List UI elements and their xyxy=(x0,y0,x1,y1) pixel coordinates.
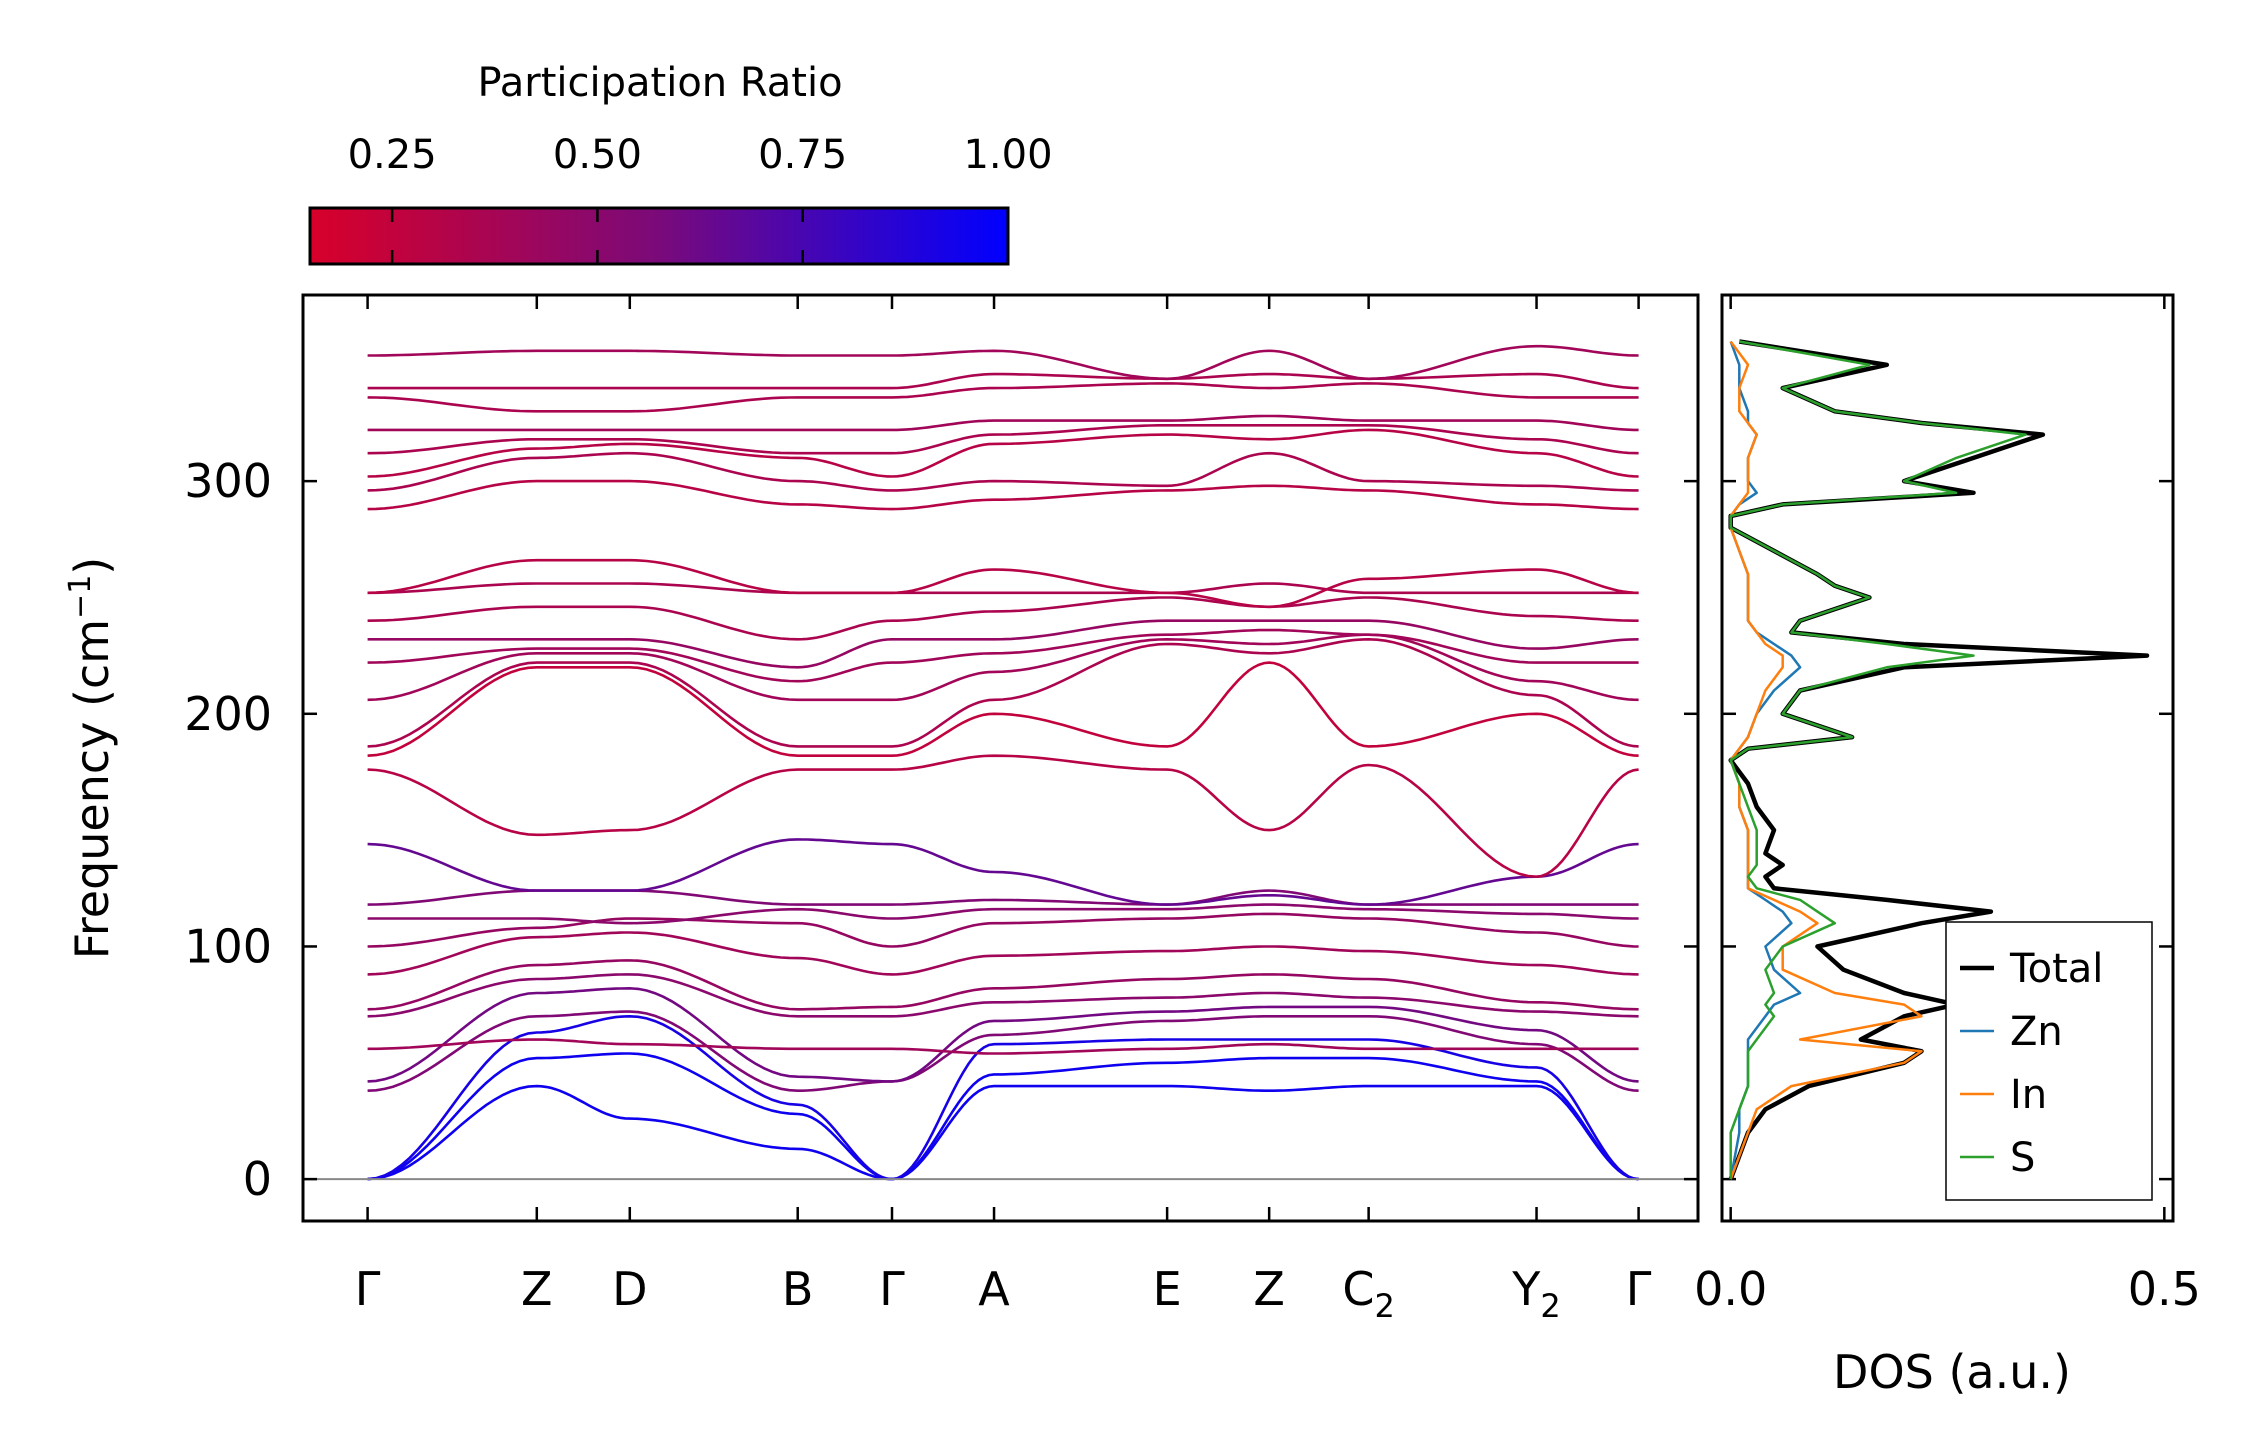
band-line-b18 xyxy=(367,628,1639,683)
kpoint-label: B xyxy=(782,1262,814,1316)
dos-tick-label: 0.0 xyxy=(1694,1262,1767,1316)
legend-label-zn: Zn xyxy=(2010,1009,2063,1055)
legend: Total Zn In S xyxy=(1945,921,2153,1201)
y-axis-label-end: ) xyxy=(65,557,119,575)
dos-curve-s xyxy=(1729,340,2027,1180)
band-line-b9 xyxy=(367,931,1639,976)
band-line-b3 xyxy=(367,1014,1639,1181)
y-axis-label-main: Frequency (cm xyxy=(65,619,119,959)
band-line-b8 xyxy=(367,959,1639,1011)
kpoint-label: Z xyxy=(1253,1262,1285,1316)
band-line-b29 xyxy=(367,372,1639,390)
frequency-tick-label: 200 xyxy=(184,687,272,741)
band-line-b15 xyxy=(367,661,1639,757)
band-line-b5 xyxy=(367,986,1639,1083)
kpoint-label: C2 xyxy=(1342,1262,1394,1325)
dos-curve-in xyxy=(1729,340,1923,1180)
colorbar-gradient xyxy=(308,206,1010,266)
band-line-b17 xyxy=(367,633,1639,702)
colorbar-tick-label: 0.25 xyxy=(348,132,437,178)
band-line-b4 xyxy=(367,1010,1639,1092)
dos-plot-frame xyxy=(1720,293,2175,1223)
band-line-b27 xyxy=(367,414,1639,432)
colorbar-ticks: 0.25 0.50 0.75 1.00 xyxy=(348,132,1053,264)
kpoint-label: Z xyxy=(521,1262,553,1316)
kpoint-label-subscript: 2 xyxy=(1540,1287,1560,1325)
band-structure-panel: Γ Z D B Γ A E Z C2 Y2 Γ 0 100 200 300 Frequency (cm−1… xyxy=(63,293,2173,1325)
band-line-b30 xyxy=(367,344,1639,381)
kpoint-label-subscript: 2 xyxy=(1375,1287,1395,1325)
dos-tick-label: 0.5 xyxy=(2128,1262,2201,1316)
kpoint-label: A xyxy=(978,1262,1010,1316)
frequency-ticks: 0 100 200 300 xyxy=(184,454,2173,1206)
band-line-b24 xyxy=(367,451,1639,492)
band-line-b19 xyxy=(367,619,1639,669)
band-line-b11 xyxy=(367,903,1639,925)
kpoint-label: Y2 xyxy=(1511,1262,1560,1325)
legend-label-in: In xyxy=(2010,1072,2047,1118)
band-line-b22 xyxy=(367,558,1639,609)
band-line-b20 xyxy=(367,596,1639,641)
kpoint-label: Γ xyxy=(1626,1262,1652,1316)
frequency-tick-label: 0 xyxy=(243,1152,272,1206)
band-line-b23 xyxy=(367,479,1639,511)
band-line-b6 xyxy=(367,1038,1639,1055)
legend-label-s: S xyxy=(2010,1135,2035,1181)
dos-curve-zn xyxy=(1729,341,1802,1180)
band-line-b13 xyxy=(367,838,1639,906)
frequency-tick-label: 300 xyxy=(184,454,272,508)
colorbar-title: Participation Ratio xyxy=(477,60,842,106)
band-line-b2 xyxy=(367,1052,1639,1181)
dos-x-axis-label: DOS (a.u.) xyxy=(1833,1345,2071,1399)
band-line-b21 xyxy=(367,582,1639,595)
legend-entries: Total Zn In S xyxy=(1960,946,2103,1181)
band-line-b14 xyxy=(367,754,1639,879)
kpoint-label: D xyxy=(612,1262,647,1316)
kpoint-label: E xyxy=(1153,1262,1182,1316)
colorbar-tick-label: 0.75 xyxy=(758,132,847,178)
band-line-b16 xyxy=(367,637,1639,748)
band-line-b28 xyxy=(367,382,1639,413)
y-axis-label: Frequency (cm−1) xyxy=(63,557,119,960)
band-line-b26 xyxy=(367,424,1639,455)
band-plot-frame xyxy=(301,293,1700,1223)
band-line-b1 xyxy=(367,1084,1639,1181)
frequency-tick-label: 100 xyxy=(184,919,272,973)
kpoint-label: Γ xyxy=(355,1262,381,1316)
colorbar: Participation Ratio 0.25 0.50 0.75 1.00 xyxy=(308,60,1053,266)
y-axis-label-sup: −1 xyxy=(63,575,98,619)
band-line-b7 xyxy=(367,973,1639,1018)
band-line-b25 xyxy=(367,428,1639,478)
kpoint-ticks: Γ Z D B Γ A E Z C2 Y2 Γ xyxy=(355,295,1652,1325)
dos-ticks: 0.0 0.5 xyxy=(1694,295,2201,1316)
colorbar-tick-label: 0.50 xyxy=(553,132,642,178)
kpoint-label: Γ xyxy=(879,1262,905,1316)
colorbar-tick-label: 1.00 xyxy=(963,132,1052,178)
dos-panel: 0.0 0.5 DOS (a.u.) Total Zn In S xyxy=(1694,293,2201,1399)
band-lines xyxy=(367,344,1639,1181)
legend-label-total: Total xyxy=(2009,946,2103,992)
